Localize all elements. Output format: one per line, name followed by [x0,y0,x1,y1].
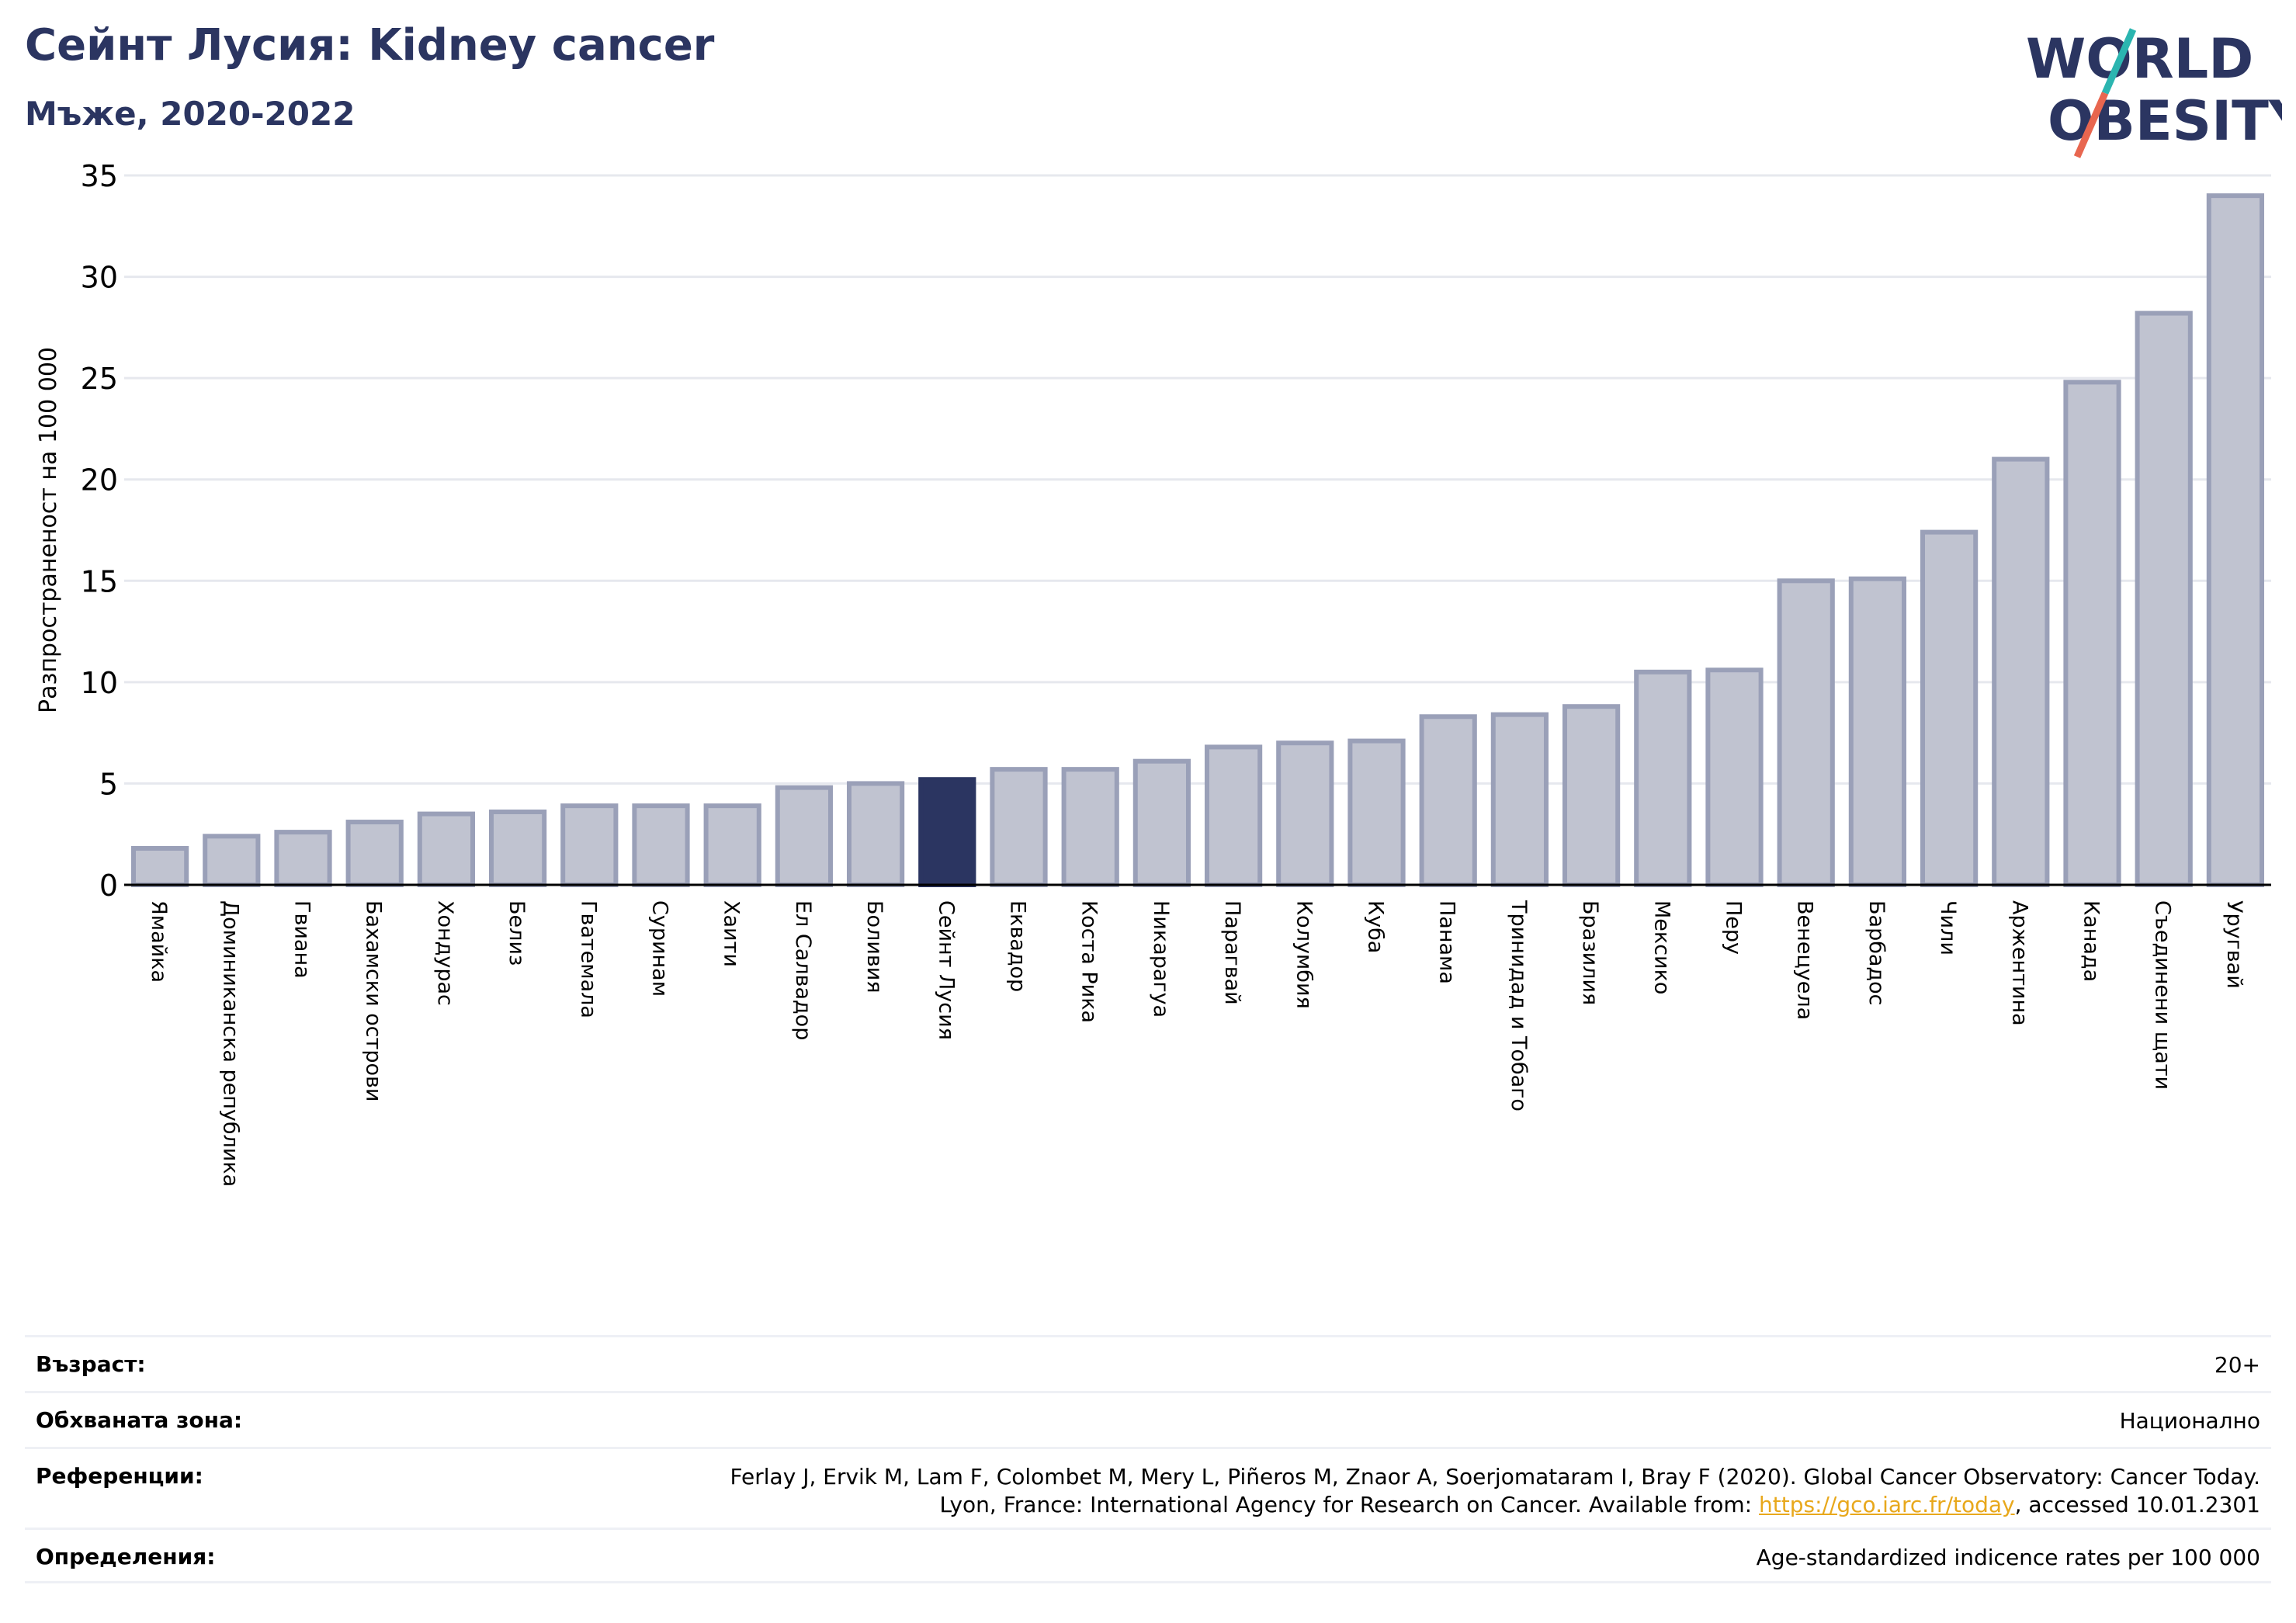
age-value: 20+ [2214,1352,2260,1378]
age-label: Възраст: [36,1351,146,1377]
x-tick-label: Аржентина [2007,900,2031,1026]
bar [1705,668,1764,888]
logo-line1: WORLD [2026,27,2253,91]
y-tick-label: 20 [81,463,118,498]
bar [488,809,547,887]
x-tick-label: Хаити [720,900,744,967]
bar [1562,704,1621,887]
meta-row-definitions: Определения: Age-standardized indicence … [25,1528,2271,1583]
bar [345,820,404,887]
x-tick-label: Парагвай [1220,900,1244,1005]
x-tick-label: Канада [2079,900,2104,982]
x-tick-label: Съединени щати [2151,900,2175,1090]
x-tick-label: Тринидад и Тобаго [1507,900,1531,1111]
references-value: Ferlay J, Ervik M, Lam F, Colombet M, Me… [730,1463,2260,1519]
y-tick-label: 10 [81,666,118,700]
x-tick-label: Еквадор [1006,900,1030,992]
page-title: Сейнт Лусия: Kidney cancer [25,20,715,71]
bar [560,803,619,888]
bar [2063,380,2121,887]
x-tick-label: Гватемала [576,900,600,1018]
meta-row-references: Референции: Ferlay J, Ervik M, Lam F, Co… [25,1447,2271,1528]
bar [918,777,976,887]
x-tick-label: Бразилия [1578,900,1602,1005]
bar [1132,758,1191,888]
x-tick-label: Чили [1936,900,1960,955]
definitions-label: Определения: [36,1544,216,1569]
bar [1848,576,1907,887]
x-tick-label: Суринам [648,900,672,997]
bar [274,830,332,888]
metadata-table: Възраст: 20+ Обхваната зона: Национално … [25,1335,2271,1583]
x-tick-label: Бахамски острови [362,900,386,1101]
x-tick-label: Венецуела [1793,900,1817,1020]
x-tick-label: Сейнт Лусия [934,900,958,1040]
bar [775,785,834,887]
y-tick-label: 25 [81,362,118,396]
references-line2-post: , accessed 10.01.2301 [2014,1492,2260,1517]
x-tick-label: Боливия [862,900,886,994]
y-tick-label: 5 [99,767,118,801]
y-axis-label: Разпространеност на 100 000 [35,347,62,713]
references-link[interactable]: https://gco.iarc.fr/today [1759,1492,2015,1517]
x-tick-label: Гвиана [290,900,314,979]
y-tick-label: 15 [81,564,118,598]
references-line1: Ferlay J, Ervik M, Lam F, Colombet M, Me… [730,1464,2260,1489]
bar-chart: 0 5 10 15 20 25 30 35 Разпространеност на 100 00… [35,159,2271,1187]
x-tick-label: Ел Салвадор [791,900,815,1040]
bar [203,834,261,887]
references-label: Референции: [36,1463,203,1489]
bar [2135,310,2193,887]
bar [1061,767,1119,887]
page-subtitle: Мъже, 2020-2022 [25,95,355,133]
bar [130,845,189,887]
logo-slash-bottom [2073,92,2109,158]
bar [1419,714,1477,887]
x-tick-label: Мексико [1649,900,1673,994]
x-tick-label: Коста Рика [1077,900,1101,1023]
x-tick-label: Белиз [505,900,529,966]
bar [417,811,476,887]
x-tick-label: Хондурас [433,900,457,1006]
bar [632,803,690,888]
x-tick-label: Доминиканска република [218,900,242,1187]
x-tick-label: Колумбия [1292,900,1316,1009]
bar [1347,738,1406,887]
meta-row-coverage: Обхваната зона: Национално [25,1391,2271,1447]
bar [1204,744,1263,887]
bar [846,781,905,888]
bar [2206,193,2265,888]
y-tick-label: 0 [99,869,118,903]
x-tick-label: Панама [1435,900,1459,984]
bar [1992,456,2050,887]
logo-slash-top [2101,28,2137,95]
bar [703,803,761,888]
x-tick-label: Никарагуа [1149,900,1173,1018]
world-obesity-logo: WORLD OBESITY [2026,27,2282,158]
bar [1490,712,1549,888]
bar [1777,578,1835,887]
x-tick-label: Уругвай [2222,900,2246,989]
x-tick-label: Барбадос [1864,900,1888,1005]
meta-row-age: Възраст: 20+ [25,1335,2271,1391]
x-tick-label: Перу [1722,900,1746,955]
bar [1920,529,1979,888]
bar [1634,669,1692,887]
coverage-label: Обхваната зона: [36,1407,243,1433]
bar [1276,740,1334,888]
definitions-value: Age-standardized indicence rates per 100… [1756,1545,2260,1570]
y-tick-label: 35 [81,159,118,193]
x-tick-label: Куба [1364,900,1388,953]
y-tick-label: 30 [81,261,118,295]
bar [990,767,1048,887]
coverage-value: Национално [2119,1408,2260,1434]
references-line2-pre: Lyon, France: International Agency for R… [939,1492,1759,1517]
x-tick-label: Ямайка [147,900,171,983]
